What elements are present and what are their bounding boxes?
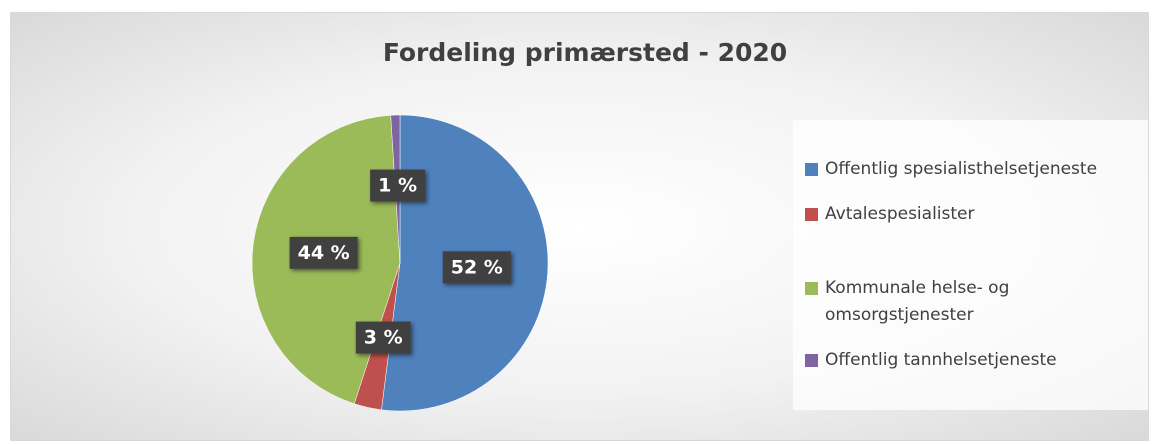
- data-label-text: 3 %: [364, 327, 403, 349]
- data-label: 52 %: [442, 251, 511, 284]
- legend-swatch: [805, 163, 818, 176]
- chart-title: Fordeling primærsted - 2020: [383, 38, 787, 67]
- legend-swatch: [805, 354, 818, 367]
- legend-entry: Offentlig spesialisthelsetjeneste: [805, 156, 1140, 183]
- legend-entry: Offentlig tannhelsetjeneste: [805, 347, 1140, 374]
- legend: Offentlig spesialisthelsetjeneste Avtales…: [793, 120, 1148, 410]
- data-label-text: 1 %: [378, 175, 417, 197]
- legend-swatch: [805, 208, 818, 221]
- legend-entry: Kommunale helse- og omsorgstjenester: [805, 275, 1140, 329]
- data-label-text: 52 %: [451, 256, 503, 278]
- data-label-text: 44 %: [298, 242, 350, 264]
- data-labels: 52 % 3 % 44 % 1 %: [289, 169, 511, 354]
- legend-swatch: [805, 282, 818, 295]
- data-label: 3 %: [355, 321, 411, 354]
- legend-label: Offentlig tannhelsetjeneste: [825, 350, 1057, 370]
- data-label-box: [370, 169, 426, 202]
- data-label-box: [442, 251, 511, 284]
- data-label-box: [289, 236, 358, 269]
- data-label: 44 %: [289, 236, 358, 269]
- legend-entry: Avtalespesialister: [805, 201, 1140, 228]
- legend-label: Avtalespesialister: [825, 204, 975, 224]
- legend-label: Kommunale helse- og omsorgstjenester: [825, 278, 1010, 325]
- data-label-box: [355, 321, 411, 354]
- legend-label: Offentlig spesialisthelsetjeneste: [825, 159, 1098, 179]
- data-label: 1 %: [370, 169, 426, 202]
